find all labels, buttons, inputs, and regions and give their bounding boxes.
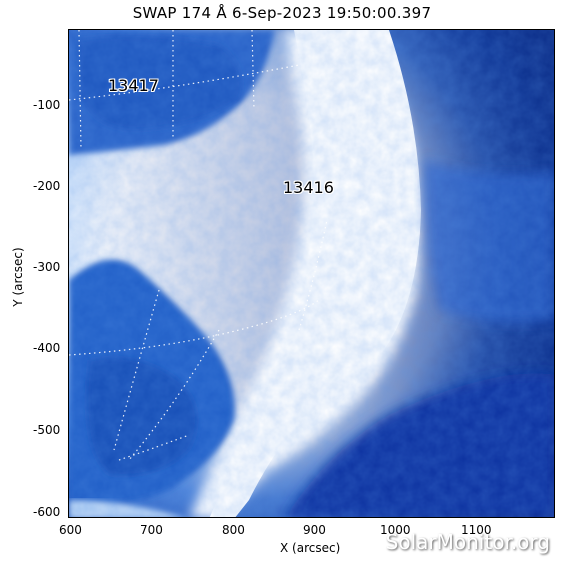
region-label-13416: 13416 [283, 178, 334, 197]
region-label-13417: 13417 [108, 76, 159, 95]
x-tick-label: 600 [59, 523, 82, 537]
x-tick-label: 800 [222, 523, 245, 537]
x-tick-label: 1000 [380, 523, 411, 537]
x-tick-label: 900 [303, 523, 326, 537]
x-tick-label: 1100 [461, 523, 492, 537]
y-tick-label: -300 [33, 260, 61, 274]
x-axis-title: X (arcsec) [280, 541, 341, 555]
solar-image [68, 29, 555, 518]
y-tick-label: -100 [33, 98, 61, 112]
y-tick-label: -600 [33, 505, 61, 519]
y-axis-title: Y (arcsec) [11, 247, 25, 307]
y-tick-label: -500 [33, 423, 61, 437]
y-tick-label: -400 [33, 341, 61, 355]
x-tick-label: 700 [140, 523, 163, 537]
y-tick-label: -200 [33, 179, 61, 193]
watermark-text: SolarMonitor.org [385, 530, 550, 554]
image-title: SWAP 174 Å 6-Sep-2023 19:50:00.397 [132, 4, 432, 22]
